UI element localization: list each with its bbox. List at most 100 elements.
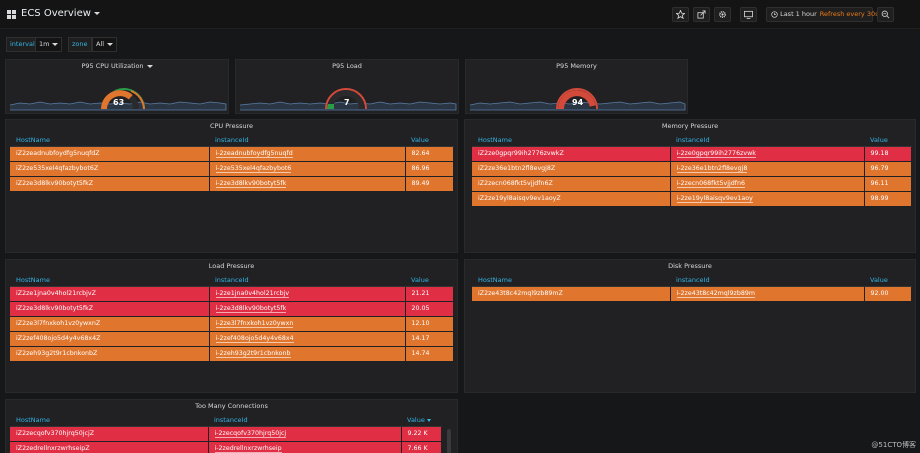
instanceid-link[interactable]: i-2zedrellnxrzwrhseip <box>208 441 402 453</box>
dashboard-title-picker[interactable]: ECS Overview <box>21 8 100 19</box>
column-header-hostname[interactable]: HostName <box>472 275 670 287</box>
instanceid-link[interactable]: i-2ze3d8lkv90botyt5fk <box>209 301 406 317</box>
instanceid-link[interactable]: i-2zecqofv370hjrq50jcj <box>208 426 402 442</box>
value-cell: 7.66 K <box>401 441 442 453</box>
instanceid-link[interactable]: i-2ze36e1btn2fl8evgj8 <box>670 161 865 177</box>
value-cell: 92.00 <box>864 286 912 302</box>
hostname-cell: iZ2zecqofv370hjrq50jcjZ <box>10 426 209 442</box>
sort-desc-icon <box>426 418 431 422</box>
instanceid-link[interactable]: i-2zeh93g2t9r1cbnkonb <box>209 346 406 362</box>
refresh-interval-label: Refresh every 30s <box>819 10 879 18</box>
chevron-down-icon <box>146 64 153 68</box>
column-header-instanceid[interactable]: instanceId <box>209 135 405 147</box>
panel-title[interactable]: Load Pressure <box>208 262 255 270</box>
settings-button[interactable] <box>714 7 731 22</box>
hostname-cell: iZ2zeadnubfoydfg5nuqfdZ <box>10 146 210 162</box>
column-header-hostname[interactable]: HostName <box>10 275 209 287</box>
column-header-hostname[interactable]: HostName <box>10 415 208 427</box>
hostname-cell: iZ2ze3l7fnxkoh1vz0ywxnZ <box>10 316 210 332</box>
chevron-down-icon <box>107 42 114 46</box>
column-header-hostname[interactable]: HostName <box>472 135 670 147</box>
column-header-value[interactable]: Value <box>405 135 453 147</box>
table-row: iZ2zecqofv370hjrq50jcjZ i-2zecqofv370hjr… <box>10 426 442 442</box>
instanceid-link[interactable]: i-2zef408ojo5d4y4v68x4 <box>209 331 406 347</box>
column-header-value[interactable]: Value <box>401 415 441 427</box>
dashboard-grid-icon[interactable] <box>7 10 16 19</box>
value-cell: 21.21 <box>405 286 454 302</box>
table-header-row: HostName instanceId Value <box>10 415 441 427</box>
hostname-cell: iZ2zedrellnxrzwrhseipZ <box>10 441 209 453</box>
view-mode-button[interactable] <box>740 7 757 22</box>
instanceid-link[interactable]: i-2ze3d8lkv90botyt5fk <box>209 176 406 192</box>
column-header-value[interactable]: Value <box>864 275 911 287</box>
instanceid-link[interactable]: i-2ze3l7fnxkoh1vz0ywxn <box>209 316 406 332</box>
gauge-fill-arc <box>101 90 133 110</box>
column-header-hostname[interactable]: HostName <box>10 135 209 147</box>
table-row: iZ2ze43t8c42mql9zb89mZ i-2ze43t8c42mql9z… <box>472 286 912 302</box>
hostname-cell: iZ2zeh93g2t9r1cbnkonbZ <box>10 346 210 362</box>
time-range-picker[interactable]: Last 1 hour Refresh every 30s <box>766 7 878 22</box>
gauge-memory <box>469 88 686 111</box>
load-pressure-table: HostName instanceId Value iZ2ze1jna0v4ho… <box>10 275 454 362</box>
table-row: iZ2ze0gpqr99ih2776zvwkZ i-2ze0gpqr99ih27… <box>472 146 912 162</box>
instanceid-link[interactable]: i-2zecn068fkt5vjjdfn6 <box>670 176 865 192</box>
column-header-value[interactable]: Value <box>864 135 911 147</box>
value-cell: 14.17 <box>405 331 454 347</box>
column-header-instanceid[interactable]: instanceId <box>670 275 864 287</box>
table-row: iZ2zeh93g2t9r1cbnkonbZ i-2zeh93g2t9r1cbn… <box>10 346 454 362</box>
column-header-value[interactable]: Value <box>405 275 453 287</box>
table-scrollbar[interactable] <box>447 429 451 453</box>
zoom-out-icon <box>881 10 890 19</box>
value-cell: 89.49 <box>405 176 454 192</box>
instanceid-link[interactable]: i-2ze1jna0v4hol21rcbjv <box>209 286 406 302</box>
panel-too-many-connections: Too Many Connections HostName instanceId… <box>5 399 458 453</box>
instanceid-link[interactable]: i-2ze19yl8aisqv9ev1aoy <box>670 191 865 207</box>
value-cell: 96.11 <box>864 176 912 192</box>
table-row: iZ2ze535xel4qfazbybot6Z i-2ze535xel4qfaz… <box>10 161 454 177</box>
share-icon <box>697 10 706 19</box>
table-row: iZ2zedrellnxrzwrhseipZ i-2zedrellnxrzwrh… <box>10 441 442 453</box>
instanceid-link[interactable]: i-2ze535xel4qfazbybot6 <box>209 161 406 177</box>
table-row: iZ2ze1jna0v4hol21rcbjvZ i-2ze1jna0v4hol2… <box>10 286 454 302</box>
interval-variable-value: 1m <box>39 40 50 48</box>
table-header-row: HostName instanceId Value <box>472 275 911 287</box>
panel-load-pressure: Load Pressure HostName instanceId Value … <box>5 259 458 393</box>
gear-icon <box>719 11 726 18</box>
panel-title[interactable]: P95 Load <box>332 62 362 70</box>
hostname-cell: iZ2zecn068fkt5vjjdfn6Z <box>472 176 671 192</box>
panel-title[interactable]: CPU Pressure <box>209 122 254 130</box>
interval-variable-select[interactable]: 1m <box>35 37 63 52</box>
instanceid-link[interactable]: i-2ze0gpqr99ih2776zvwk <box>670 146 865 162</box>
column-header-instanceid[interactable]: instanceId <box>208 415 401 427</box>
value-cell: 12.10 <box>405 316 454 332</box>
gauge-value: 94 <box>572 98 584 107</box>
column-header-instanceid[interactable]: instanceId <box>670 135 864 147</box>
zone-variable-select[interactable]: All <box>92 37 118 52</box>
table-row: iZ2ze3d8lkv90botyt5fkZ i-2ze3d8lkv90boty… <box>10 176 454 192</box>
table-header-row: HostName instanceId Value <box>10 275 453 287</box>
value-cell: 20.05 <box>405 301 454 317</box>
instanceid-link[interactable]: i-2ze43t8c42mql9zb89m <box>670 286 865 302</box>
gauge-threshold-arc <box>325 88 367 110</box>
memory-pressure-table: HostName instanceId Value iZ2ze0gpqr99ih… <box>472 135 912 207</box>
gauge-value: 7 <box>344 98 350 107</box>
table-row: iZ2zecn068fkt5vjjdfn6Z i-2zecn068fkt5vjj… <box>472 176 912 192</box>
zone-variable-value: All <box>96 40 105 48</box>
panel-title[interactable]: Disk Pressure <box>668 262 712 270</box>
panel-title[interactable]: P95 CPU Utilization <box>6 62 228 70</box>
cpu-pressure-table: HostName instanceId Value iZ2zeadnubfoyd… <box>10 135 454 192</box>
share-button[interactable] <box>693 7 710 22</box>
panel-title[interactable]: Too Many Connections <box>195 402 268 410</box>
table-header-row: HostName instanceId Value <box>10 135 453 147</box>
value-cell: 96.79 <box>864 161 912 177</box>
zoom-out-button[interactable] <box>877 7 894 22</box>
hostname-cell: iZ2ze3d8lkv90botyt5fkZ <box>10 301 210 317</box>
column-header-instanceid[interactable]: instanceId <box>209 275 405 287</box>
panel-title[interactable]: Memory Pressure <box>661 122 719 130</box>
instanceid-link[interactable]: i-2zeadnubfoydfg5nuqfd <box>209 146 406 162</box>
panel-title[interactable]: P95 Memory <box>556 62 597 70</box>
star-button[interactable] <box>672 7 689 22</box>
panel-disk-pressure: Disk Pressure HostName instanceId Value … <box>464 259 916 393</box>
gauge-load <box>239 88 457 111</box>
sparkline <box>9 101 227 111</box>
